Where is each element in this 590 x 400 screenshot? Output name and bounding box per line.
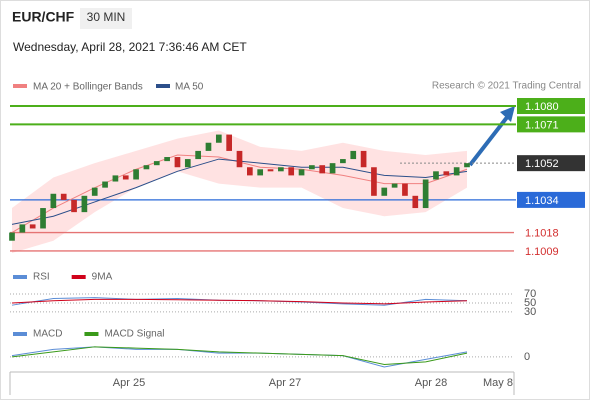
level-label: 1.1009 bbox=[525, 246, 559, 258]
legend-swatch bbox=[71, 275, 86, 279]
timeframe-box bbox=[80, 8, 132, 29]
candle bbox=[174, 157, 181, 168]
indicator-line bbox=[11, 346, 468, 365]
candle bbox=[350, 150, 357, 160]
candle bbox=[464, 163, 470, 168]
candle bbox=[371, 167, 377, 196]
candle bbox=[60, 193, 67, 200]
datetime: Wednesday, April 28, 2021 7:36:46 AM CET bbox=[13, 40, 247, 54]
candle bbox=[40, 208, 46, 229]
y-tick-label: 70 bbox=[524, 288, 536, 300]
candle bbox=[226, 134, 233, 151]
candle bbox=[288, 167, 295, 176]
candle bbox=[391, 183, 398, 188]
candle bbox=[298, 169, 305, 176]
level-box bbox=[517, 155, 585, 172]
x-tick-label: Apr 25 bbox=[113, 377, 145, 389]
credit: Research © 2021 Trading Central bbox=[432, 81, 581, 92]
candle bbox=[29, 224, 36, 229]
forecast-arrow-head bbox=[500, 106, 515, 122]
legend-swatch bbox=[13, 84, 27, 88]
indicator-line bbox=[11, 298, 468, 305]
candle bbox=[9, 232, 15, 241]
level-box bbox=[517, 191, 585, 208]
candle bbox=[143, 165, 150, 170]
candle bbox=[246, 167, 253, 176]
candle bbox=[329, 163, 336, 174]
legend-label: MA 50 bbox=[175, 82, 204, 93]
candle bbox=[453, 167, 460, 176]
candle bbox=[402, 183, 408, 196]
y-tick-label: 50 bbox=[524, 297, 536, 309]
legend-swatch bbox=[13, 275, 27, 279]
x-tick-label: Apr 28 bbox=[415, 377, 447, 389]
level-box bbox=[517, 116, 585, 133]
candle bbox=[443, 171, 450, 176]
candle bbox=[381, 187, 388, 196]
x-tick-label: May 8 bbox=[483, 377, 513, 389]
candle bbox=[205, 142, 212, 151]
level-box bbox=[517, 98, 585, 115]
symbol: EUR/CHF bbox=[12, 9, 75, 25]
candle bbox=[278, 167, 284, 172]
candle bbox=[102, 181, 108, 188]
candle bbox=[122, 175, 129, 180]
y-tick-label: 30 bbox=[524, 306, 536, 318]
candle bbox=[71, 199, 77, 213]
candle bbox=[184, 159, 191, 168]
legend-label: RSI bbox=[33, 272, 50, 283]
legend-swatch bbox=[84, 332, 99, 336]
candle bbox=[91, 187, 98, 196]
candle bbox=[360, 150, 367, 168]
level-label: 1.1080 bbox=[525, 101, 559, 113]
candle bbox=[319, 165, 326, 174]
candle bbox=[267, 169, 274, 172]
legend-label: MACD bbox=[33, 329, 62, 340]
legend-label: MACD Signal bbox=[104, 329, 164, 340]
candle bbox=[433, 171, 439, 180]
legend-swatch bbox=[156, 84, 170, 88]
timeframe: 30 MIN bbox=[87, 10, 126, 24]
level-label: 1.1018 bbox=[525, 227, 559, 239]
candle bbox=[215, 134, 222, 143]
x-tick-label: Apr 27 bbox=[269, 377, 301, 389]
candle bbox=[309, 165, 315, 170]
bollinger-band bbox=[12, 130, 467, 253]
legend-label: MA 20 + Bollinger Bands bbox=[33, 82, 143, 93]
candle bbox=[19, 224, 26, 233]
candle bbox=[422, 179, 429, 209]
candle bbox=[236, 150, 243, 168]
legend-swatch bbox=[13, 332, 27, 336]
candle bbox=[112, 175, 119, 182]
candle bbox=[153, 161, 160, 166]
level-label: 1.1052 bbox=[525, 158, 559, 170]
candle bbox=[133, 169, 139, 180]
candle bbox=[195, 150, 201, 160]
legend-label: 9MA bbox=[92, 272, 113, 283]
candle bbox=[340, 159, 346, 164]
level-label: 1.1034 bbox=[525, 195, 559, 207]
candle bbox=[412, 195, 419, 209]
candle bbox=[81, 195, 88, 213]
level-label: 1.1071 bbox=[525, 119, 559, 131]
candle bbox=[164, 157, 170, 162]
candle bbox=[50, 193, 57, 209]
y-tick-label: 0 bbox=[524, 351, 530, 363]
candle bbox=[257, 169, 264, 176]
